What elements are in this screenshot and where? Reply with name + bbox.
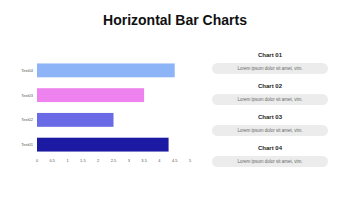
card-title: Chart 03 (258, 114, 283, 120)
card-pill (212, 94, 328, 105)
tick-label: 2.5 (111, 158, 117, 163)
card-title: Chart 04 (258, 145, 283, 151)
card-text: Lorem ipsum dolor sit amet, vim. (237, 66, 302, 71)
bar (37, 63, 175, 77)
category-label: Text01 (21, 142, 34, 147)
tick-label: 1.5 (80, 158, 86, 163)
tick-label: 0.5 (50, 158, 56, 163)
bars (37, 63, 175, 151)
card-pill (212, 63, 328, 74)
bar (37, 113, 114, 127)
tick-label: 4.5 (172, 158, 178, 163)
category-label: Text02 (21, 117, 34, 122)
tick-label: 5 (189, 158, 192, 163)
card-text: Lorem ipsum dolor sit amet, vim. (237, 128, 302, 133)
card-pill (212, 156, 328, 167)
tick-label: 3.5 (141, 158, 147, 163)
card-text: Lorem ipsum dolor sit amet, vim. (237, 159, 302, 164)
card-pill (212, 125, 328, 136)
tick-label: 4 (158, 158, 161, 163)
tick-label: 0 (36, 158, 39, 163)
card-title: Chart 01 (258, 52, 283, 58)
title: Horizontal Bar Charts (103, 12, 247, 28)
bar (37, 88, 144, 102)
tick-label: 2 (97, 158, 100, 163)
card-title: Chart 02 (258, 83, 283, 89)
page: Horizontal Bar Charts Text01 Text02 Text03 T… (0, 0, 350, 197)
category-label: Text04 (21, 68, 34, 73)
tick-label: 1 (66, 158, 69, 163)
card-text: Lorem ipsum dolor sit amet, vim. (237, 97, 302, 102)
bar (37, 138, 169, 152)
category-label: Text03 (21, 93, 34, 98)
tick-label: 3 (128, 158, 131, 163)
